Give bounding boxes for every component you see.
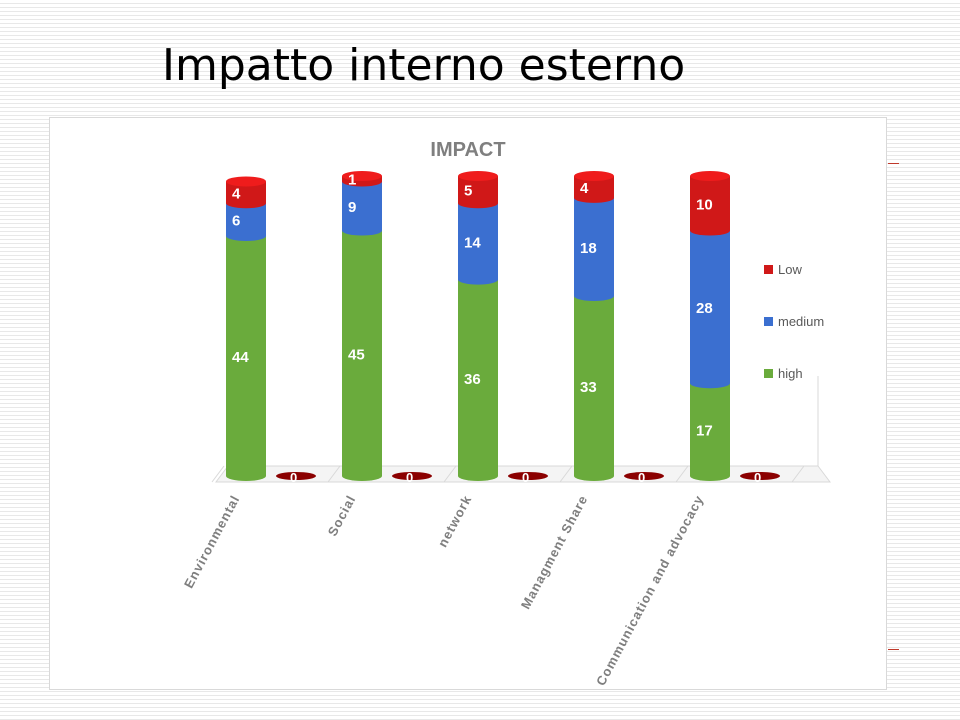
bar-medium-communication-and-advocacy: [690, 230, 730, 389]
bar-high-communication-and-advocacy: [690, 383, 730, 481]
zero-disk-social: [392, 472, 432, 480]
data-label-medium-environmental: 6: [232, 213, 240, 230]
data-label-low-social: 1: [348, 172, 356, 189]
floor-divider: [791, 465, 805, 483]
floor-divider: [675, 465, 689, 483]
bar-high-network: [458, 279, 498, 481]
data-label-low-network: 5: [464, 183, 472, 200]
bar-low-managment-share: [574, 176, 614, 203]
data-label-medium-communication-and-advocacy: 28: [696, 300, 713, 317]
legend-swatch-low: [764, 265, 773, 274]
category-label-social: Social: [325, 492, 359, 538]
legend-swatch-high: [764, 369, 773, 378]
legend-label-medium: medium: [778, 314, 824, 329]
data-label-high-environmental: 44: [232, 349, 249, 366]
bar-low-network: [458, 176, 498, 209]
data-label-low-managment-share: 4: [580, 180, 589, 197]
data-label-low-environmental: 4: [232, 185, 241, 202]
category-label-communication-and-advocacy: Communication and advocacy: [593, 492, 707, 688]
floor-divider: [559, 465, 573, 483]
bar-cap-network: [458, 171, 498, 181]
side-marker-bottom: [888, 649, 899, 650]
legend-swatch-medium: [764, 317, 773, 326]
bar-high-managment-share: [574, 296, 614, 481]
bar-low-communication-and-advocacy: [690, 176, 730, 236]
chart-canvas: IMPACT44640Environmental45910Social36145…: [181, 139, 831, 688]
data-label-high-social: 45: [348, 346, 365, 363]
bar-cap-environmental: [226, 176, 266, 187]
data-label-medium-managment-share: 18: [580, 240, 597, 257]
zero-label-network: 0: [522, 470, 529, 485]
zero-label-communication-and-advocacy: 0: [754, 470, 761, 485]
zero-disk-environmental: [276, 472, 316, 480]
category-label-environmental: Environmental: [181, 492, 243, 590]
bar-high-environmental: [226, 236, 266, 481]
chart-title: IMPACT: [430, 139, 505, 161]
data-label-high-network: 36: [464, 371, 481, 388]
legend-label-high: high: [778, 366, 803, 381]
zero-label-environmental: 0: [290, 470, 297, 485]
data-label-medium-network: 14: [464, 234, 481, 251]
zero-disk-managment-share: [624, 472, 664, 480]
legend-label-low: Low: [778, 262, 802, 277]
bar-cap-social: [342, 171, 382, 181]
floor-divider: [327, 465, 341, 483]
data-label-medium-social: 9: [348, 199, 356, 216]
zero-disk-network: [508, 472, 548, 480]
zero-label-managment-share: 0: [638, 470, 645, 485]
category-label-managment-share: Managment Share: [518, 492, 591, 611]
impact-chart: IMPACT 44 6 4 0 Environmental 45 9 1 0 Social 36 14 5…: [49, 117, 887, 690]
bar-medium-network: [458, 203, 498, 285]
category-label-network: network: [435, 492, 475, 549]
bar-cap-managment-share: [574, 171, 614, 181]
floor-divider: [211, 465, 225, 483]
bar-high-social: [342, 230, 382, 481]
bar-cap-communication-and-advocacy: [690, 171, 730, 181]
floor-divider: [443, 465, 457, 483]
bar-low-environmental: [226, 181, 266, 209]
zero-label-social: 0: [406, 470, 413, 485]
data-label-high-communication-and-advocacy: 17: [696, 423, 713, 440]
bar-medium-environmental: [226, 203, 266, 241]
bar-medium-managment-share: [574, 197, 614, 301]
slide-title: Impatto interno esterno: [162, 40, 686, 91]
data-label-high-managment-share: 33: [580, 379, 597, 396]
zero-disk-communication-and-advocacy: [740, 472, 780, 480]
data-label-low-communication-and-advocacy: 10: [696, 196, 713, 213]
bar-medium-social: [342, 181, 382, 236]
side-marker-top: [888, 163, 899, 164]
